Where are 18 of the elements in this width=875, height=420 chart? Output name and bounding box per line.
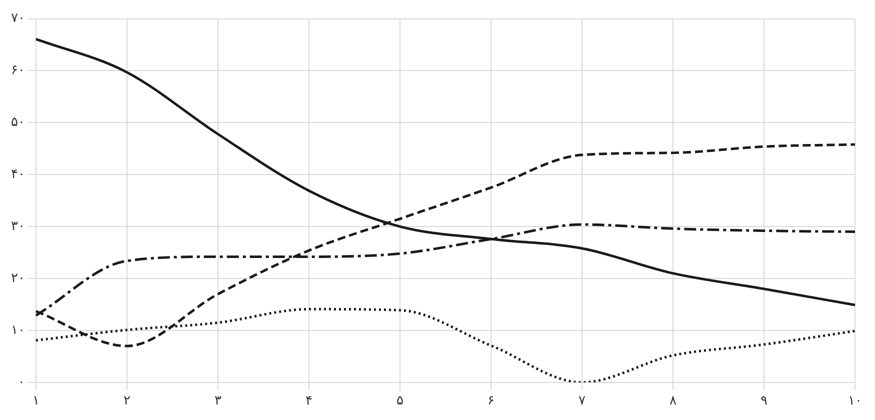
- x-tick-label: ۷: [578, 394, 586, 409]
- y-tick-label: ۴۰: [10, 167, 25, 182]
- y-tick-label: ۲۰: [10, 270, 25, 286]
- y-tick-label: ۰: [18, 374, 25, 390]
- x-tick-label: ۵: [396, 394, 404, 409]
- y-tick-label: ۵۰: [10, 115, 25, 130]
- x-tick-label: ۹: [760, 394, 768, 409]
- y-tick-label: ۷۰: [10, 11, 25, 26]
- x-tick-label: ۱: [32, 394, 40, 409]
- x-tick-label: ۴: [305, 394, 312, 409]
- x-tick-label: ۱۰: [848, 394, 862, 409]
- x-tick-label: ۳: [214, 394, 222, 409]
- x-tick-label: ۸: [670, 394, 676, 409]
- y-tick-label: ۳۰: [10, 218, 25, 234]
- y-tick-label: ۱۰: [10, 322, 25, 338]
- y-tick-label: ۶۰: [10, 63, 25, 78]
- x-tick-label: ۲: [123, 394, 130, 409]
- x-tick-label: ۶: [487, 394, 494, 409]
